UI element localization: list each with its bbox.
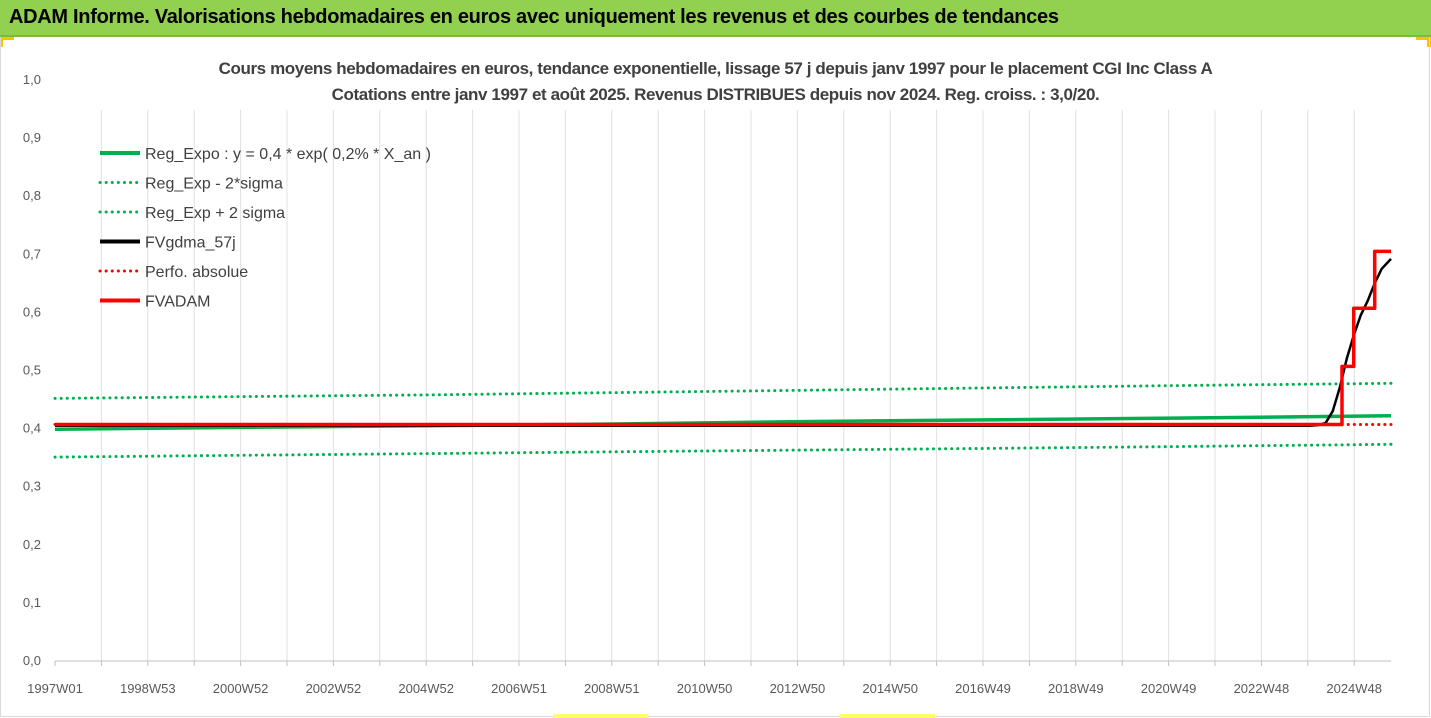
y-tick-label: 1,0 xyxy=(23,72,41,87)
bottom-accent-2 xyxy=(840,714,935,718)
y-tick-label: 0,3 xyxy=(23,479,41,494)
legend-label: FVADAM xyxy=(145,294,210,311)
legend-label: Reg_Exp - 2*sigma xyxy=(145,176,283,193)
corner-accent-left-h xyxy=(0,37,14,40)
series-line-0 xyxy=(54,414,1392,431)
corner-accent-left-v xyxy=(0,37,3,47)
series-line-5 xyxy=(55,249,1391,427)
bottom-accent-1 xyxy=(553,714,648,718)
y-tick-label: 0,7 xyxy=(23,246,41,261)
x-tick-label: 1997W01 xyxy=(27,681,83,696)
x-tick-label: 2004W52 xyxy=(398,681,454,696)
x-tick-label: 2020W49 xyxy=(1141,681,1197,696)
x-tick-label: 2022W48 xyxy=(1234,681,1290,696)
x-tick-label: 2002W52 xyxy=(306,681,362,696)
chart-title: Cours moyens hebdomadaires en euros, ten… xyxy=(218,59,1213,78)
x-tick-label: 2018W49 xyxy=(1048,681,1104,696)
y-tick-label: 0,2 xyxy=(23,537,41,552)
series-line-3 xyxy=(55,258,1392,427)
x-tick-label: 1998W53 xyxy=(120,681,176,696)
y-tick-label: 0,9 xyxy=(23,130,41,145)
x-tick-label: 2024W48 xyxy=(1326,681,1382,696)
series-line-2 xyxy=(53,381,1393,400)
y-tick-label: 0,1 xyxy=(23,595,41,610)
chart-frame xyxy=(0,37,1430,717)
y-tick-label: 0,4 xyxy=(23,421,41,436)
legend-label: Reg_Expo : y = 0,4 * exp( 0,2% * X_an ) xyxy=(145,146,431,163)
x-tick-label: 2010W50 xyxy=(677,681,733,696)
chart-subtitle: Cotations entre janv 1997 et août 2025. … xyxy=(331,85,1100,104)
legend-label: FVgdma_57j xyxy=(145,235,236,252)
y-tick-label: 0,0 xyxy=(23,653,41,668)
legend-label: Reg_Exp + 2 sigma xyxy=(145,205,285,222)
axes: 0,0 0,1 0,2 0,3 0,4 0,5 0,6 0,7 0,8 0,9 1,0 1997W01… xyxy=(23,72,1391,696)
series-layer xyxy=(53,249,1393,459)
legend-label: Perfo. absolue xyxy=(145,264,248,281)
x-tick-label: 2012W50 xyxy=(770,681,826,696)
x-tick-label: 2008W51 xyxy=(584,681,640,696)
report-title: ADAM Informe. Valorisations hebdomadaire… xyxy=(9,6,1059,28)
x-tick-label: 2014W50 xyxy=(862,681,918,696)
y-tick-label: 0,8 xyxy=(23,188,41,203)
x-tick-label: 2006W51 xyxy=(491,681,547,696)
series-line-1 xyxy=(53,442,1393,459)
x-tick-label: 2000W52 xyxy=(213,681,269,696)
grid-lines xyxy=(100,110,1355,661)
y-tick-label: 0,6 xyxy=(23,304,41,319)
report-header: ADAM Informe. Valorisations hebdomadaire… xyxy=(0,0,1431,37)
y-tick-label: 0,5 xyxy=(23,363,41,378)
corner-accent-right-h xyxy=(1416,37,1431,40)
x-tick-label: 2016W49 xyxy=(955,681,1011,696)
legend: Reg_Expo : y = 0,4 * exp( 0,2% * X_an ) R… xyxy=(98,146,431,311)
